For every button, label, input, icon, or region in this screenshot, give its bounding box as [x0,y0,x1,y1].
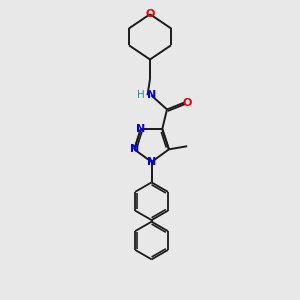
Text: N: N [136,124,146,134]
Text: N: N [147,90,156,100]
Text: N: N [147,157,156,167]
Text: O: O [145,9,155,19]
Text: O: O [182,98,191,107]
Text: H: H [137,90,144,100]
Text: N: N [130,144,139,154]
